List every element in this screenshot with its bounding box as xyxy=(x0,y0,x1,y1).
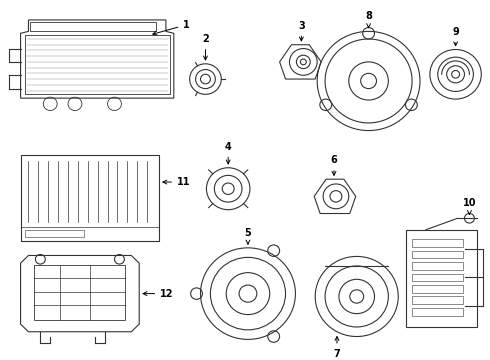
Text: 4: 4 xyxy=(225,142,232,164)
Bar xyxy=(412,239,464,247)
Bar xyxy=(34,265,125,320)
Bar xyxy=(30,22,156,31)
Text: 2: 2 xyxy=(202,34,209,60)
Text: 7: 7 xyxy=(334,337,341,359)
Bar xyxy=(24,230,84,237)
Text: 12: 12 xyxy=(143,289,173,298)
Bar xyxy=(412,308,464,316)
Bar xyxy=(412,274,464,281)
Bar xyxy=(24,35,170,94)
Text: 10: 10 xyxy=(463,198,476,215)
Bar xyxy=(412,297,464,304)
Bar xyxy=(412,262,464,270)
Text: 9: 9 xyxy=(452,27,459,46)
Bar xyxy=(412,285,464,293)
Bar xyxy=(21,156,159,241)
Text: 3: 3 xyxy=(298,21,305,41)
Text: 5: 5 xyxy=(245,228,251,244)
Text: 1: 1 xyxy=(153,20,190,35)
Text: 6: 6 xyxy=(331,155,337,175)
Bar xyxy=(412,251,464,258)
Text: 11: 11 xyxy=(163,177,191,187)
Text: 8: 8 xyxy=(365,11,372,27)
Bar xyxy=(406,230,477,327)
